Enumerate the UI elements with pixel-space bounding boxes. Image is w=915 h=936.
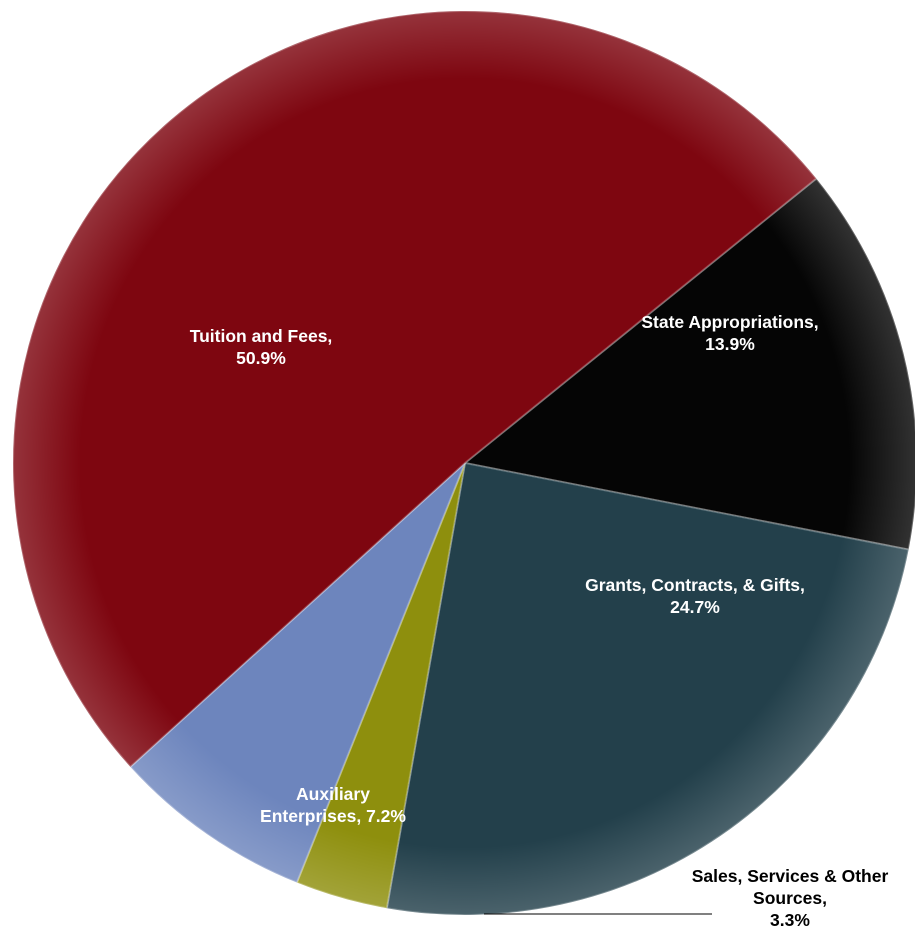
slice-label-state-appropriations: State Appropriations, 13.9%: [641, 311, 818, 355]
slice-label-auxiliary: Auxiliary Enterprises, 7.2%: [248, 783, 418, 827]
state-appropriations-percent: 13.9%: [705, 334, 755, 354]
slice-label-sales: Sales, Services & Other Sources, 3.3%: [680, 865, 900, 931]
grants-percent: 24.7%: [670, 597, 720, 617]
pie-slices: [12, 10, 915, 916]
auxiliary-label: Auxiliary Enterprises, 7.2%: [260, 784, 406, 826]
slice-label-grants: Grants, Contracts, & Gifts, 24.7%: [585, 574, 805, 618]
sales-percent: 3.3%: [770, 910, 810, 930]
state-appropriations-label: State Appropriations,: [641, 312, 819, 332]
tuition-label: Tuition and Fees,: [189, 326, 333, 346]
tuition-percent: 50.9%: [236, 348, 286, 368]
pie-sheen: [13, 11, 915, 915]
grants-label: Grants, Contracts, & Gifts,: [585, 575, 805, 595]
slice-label-tuition: Tuition and Fees, 50.9%: [190, 325, 333, 369]
sales-label: Sales, Services & Other Sources,: [691, 866, 889, 908]
